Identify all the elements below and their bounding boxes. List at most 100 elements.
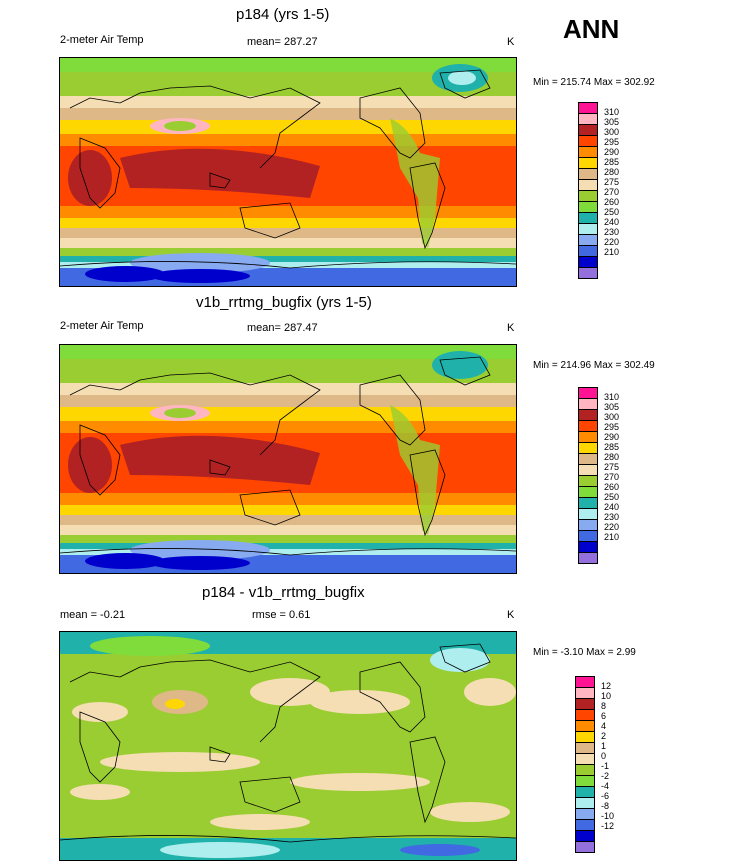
panel3-colorbar: [575, 676, 595, 853]
colorbar-tick-label: -10: [601, 811, 615, 821]
colorbar-tick-label: 310: [604, 107, 620, 117]
panel3-rmse-label: rmse = 0.61: [252, 609, 311, 621]
panel2-minmax: Min = 214.96 Max = 302.49: [533, 360, 655, 371]
colorbar-tick-label: 310: [604, 392, 620, 402]
colorbar-tick-label: 240: [604, 217, 620, 227]
panel1-colorbar-swatch: [578, 223, 598, 234]
colorbar-tick-label: 210: [604, 247, 620, 257]
colorbar-tick-label: 270: [604, 187, 620, 197]
panel2-colorbar-swatch: [578, 398, 598, 409]
panel1-variable-label: 2-meter Air Temp: [60, 34, 144, 46]
colorbar-tick-label: -2: [601, 771, 610, 781]
panel3-colorbar-swatch: [575, 775, 595, 786]
panel2-colorbar-swatch: [578, 409, 598, 420]
panel3-map: [59, 631, 517, 861]
panel2-colorbar-swatch: [578, 475, 598, 486]
panel1-colorbar-swatch: [578, 135, 598, 146]
panel3-colorbar-swatch: [575, 720, 595, 731]
panel3-colorbar-swatch: [575, 797, 595, 808]
panel2-units-label: K: [507, 322, 515, 334]
panel1-colorbar-swatch: [578, 245, 598, 256]
colorbar-tick-label: 285: [604, 442, 620, 452]
panel1-colorbar-swatch: [578, 168, 598, 179]
colorbar-tick-label: -4: [601, 781, 610, 791]
colorbar-tick-label: 250: [604, 207, 620, 217]
colorbar-tick-label: 1: [601, 741, 607, 751]
panel2-colorbar-swatch: [578, 486, 598, 497]
panel1-minmax: Min = 215.74 Max = 302.92: [533, 77, 655, 88]
colorbar-tick-label: 300: [604, 127, 620, 137]
panel3-colorbar-swatch: [575, 764, 595, 775]
panel3-colorbar-swatch: [575, 709, 595, 720]
panel2-colorbar-swatch: [578, 519, 598, 530]
panel1-colorbar-swatch: [578, 267, 598, 279]
panel3-colorbar-swatch: [575, 742, 595, 753]
panel2-colorbar-swatch: [578, 541, 598, 552]
colorbar-tick-label: 220: [604, 237, 620, 247]
panel1-colorbar-swatch: [578, 179, 598, 190]
panel2-colorbar-swatch: [578, 442, 598, 453]
panel1-colorbar-swatch: [578, 102, 598, 113]
colorbar-tick-label: 305: [604, 117, 620, 127]
panel1-colorbar-swatch: [578, 212, 598, 223]
panel3-difference-field: [60, 632, 516, 860]
panel2-map: [59, 344, 517, 574]
colorbar-tick-label: 2: [601, 731, 607, 741]
panel2-colorbar-swatch: [578, 431, 598, 442]
colorbar-tick-label: 290: [604, 432, 620, 442]
panel3-units-label: K: [507, 609, 515, 621]
panel3-colorbar-swatch: [575, 830, 595, 841]
colorbar-tick-label: 285: [604, 157, 620, 167]
panel2-colorbar-swatch: [578, 420, 598, 431]
panel2-colorbar-swatch: [578, 453, 598, 464]
panel3-colorbar-swatch: [575, 687, 595, 698]
panel3-mean-label: mean = -0.21: [60, 609, 126, 621]
panel2-colorbar-swatch: [578, 387, 598, 398]
colorbar-tick-label: 275: [604, 177, 620, 187]
panel1-temperature-field: [60, 58, 516, 286]
panel3-colorbar-swatch: [575, 676, 595, 687]
panel3-colorbar-swatch: [575, 819, 595, 830]
panel2-title: v1b_rrtmg_bugfix (yrs 1-5): [196, 294, 372, 311]
colorbar-tick-label: -8: [601, 801, 610, 811]
panel2-colorbar-swatch: [578, 464, 598, 475]
colorbar-tick-label: 295: [604, 137, 620, 147]
colorbar-tick-label: 250: [604, 492, 620, 502]
colorbar-tick-label: 0: [601, 751, 607, 761]
panel3-colorbar-swatch: [575, 698, 595, 709]
panel3-colorbar-labels: 12 10 8 6 4 2 1 0 -1 -2 -4 -6 -8 -10 -12: [601, 681, 614, 831]
colorbar-tick-label: 6: [601, 711, 607, 721]
panel1-colorbar-labels: 310 305 300 295 290 285 280 275 270 260 …: [604, 107, 619, 257]
panel1-colorbar-swatch: [578, 190, 598, 201]
panel2-colorbar: [578, 387, 598, 564]
panel2-colorbar-swatch: [578, 508, 598, 519]
panel1-colorbar-swatch: [578, 113, 598, 124]
colorbar-tick-label: -1: [601, 761, 610, 771]
season-label: ANN: [563, 14, 620, 44]
colorbar-tick-label: 230: [604, 512, 620, 522]
panel3-colorbar-swatch: [575, 731, 595, 742]
colorbar-tick-label: -12: [601, 821, 615, 831]
panel1-colorbar-swatch: [578, 157, 598, 168]
panel2-colorbar-swatch: [578, 497, 598, 508]
panel2-temperature-field: [60, 345, 516, 573]
panel1-units-label: K: [507, 36, 515, 48]
panel1-colorbar: [578, 102, 598, 279]
panel2-variable-label: 2-meter Air Temp: [60, 320, 144, 332]
colorbar-tick-label: 260: [604, 482, 620, 492]
colorbar-tick-label: 8: [601, 701, 607, 711]
panel2-mean-label: mean= 287.47: [247, 322, 318, 334]
colorbar-tick-label: 280: [604, 452, 620, 462]
colorbar-tick-label: 260: [604, 197, 620, 207]
panel3-minmax: Min = -3.10 Max = 2.99: [533, 647, 636, 658]
colorbar-tick-label: 220: [604, 522, 620, 532]
panel1-map: [59, 57, 517, 287]
colorbar-tick-label: 4: [601, 721, 607, 731]
panel3-colorbar-swatch: [575, 753, 595, 764]
colorbar-tick-label: 12: [601, 681, 612, 691]
panel3-colorbar-swatch: [575, 841, 595, 853]
panel1-colorbar-swatch: [578, 124, 598, 135]
panel2-colorbar-labels: 310 305 300 295 290 285 280 275 270 260 …: [604, 392, 619, 542]
colorbar-tick-label: 230: [604, 227, 620, 237]
colorbar-tick-label: 305: [604, 402, 620, 412]
